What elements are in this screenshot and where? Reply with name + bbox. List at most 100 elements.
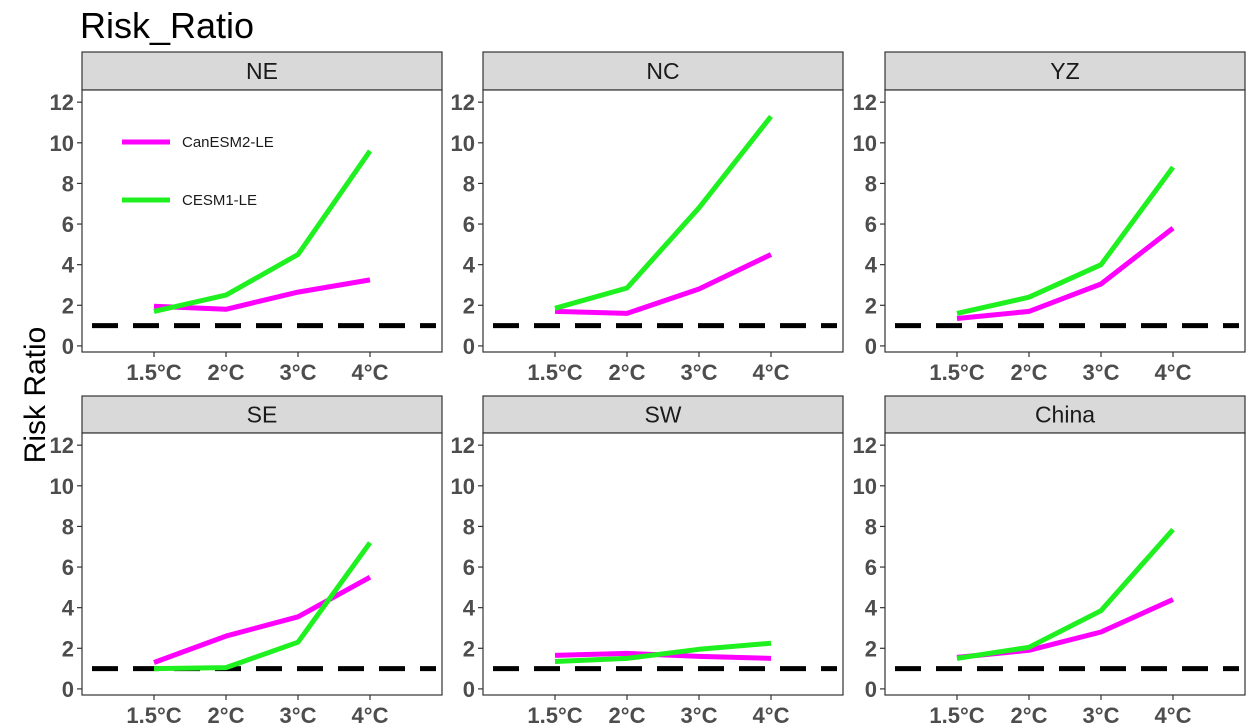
y-tick-label: 0 <box>62 677 74 702</box>
panel-strip <box>81 51 443 91</box>
series-line-cesm1-le <box>956 165 1176 316</box>
x-tick-label: 3°C <box>280 360 317 385</box>
series-line-cesm1-le <box>554 114 773 311</box>
panel-strip <box>81 395 443 434</box>
panel-ne: NE 0 2 4 6 8 10 12 1.5°C 2°C 3°C 4°C CanESM2-LE CESM1… <box>50 51 443 385</box>
x-tick-label: 4°C <box>1155 703 1192 724</box>
y-tick-label: 12 <box>451 90 475 115</box>
x-tick-label: 3°C <box>681 360 718 385</box>
x-tick-label: 3°C <box>1083 360 1120 385</box>
y-tick-label: 12 <box>451 433 475 458</box>
y-tick-label: 8 <box>865 171 877 196</box>
y-tick-label: 4 <box>865 596 878 621</box>
panel-yz: YZ 0 2 4 6 8 10 12 1.5°C 2°C 3°C 4°C <box>853 51 1246 385</box>
y-tick-label: 10 <box>451 131 475 156</box>
y-axis-label: Risk Ratio <box>19 327 52 464</box>
y-tick-label: 2 <box>865 293 877 318</box>
y-tick-label: 2 <box>62 636 74 661</box>
y-tick-label: 2 <box>62 293 74 318</box>
y-tick-label: 6 <box>865 212 877 237</box>
y-tick-label: 8 <box>463 171 475 196</box>
x-tick-label: 2°C <box>208 703 245 724</box>
y-tick-label: 8 <box>62 171 74 196</box>
y-tick-label: 10 <box>451 474 475 499</box>
x-tick-label: 1.5°C <box>929 360 984 385</box>
x-tick-label: 2°C <box>1011 703 1048 724</box>
x-tick-label: 3°C <box>681 703 718 724</box>
panel-china: China 0 2 4 6 8 10 12 1.5°C 2°C 3°C 4°C <box>853 395 1246 724</box>
legend-label: CanESM2-LE <box>182 134 274 151</box>
panel-frame <box>884 89 1246 353</box>
y-tick-label: 10 <box>50 131 74 156</box>
panel-frame <box>884 432 1246 696</box>
panel-se: SE 0 2 4 6 8 10 12 1.5°C 2°C 3°C 4°C <box>50 395 443 724</box>
y-tick-label: 6 <box>62 555 74 580</box>
y-tick-label: 12 <box>50 90 74 115</box>
panel-nc: NC 0 2 4 6 8 10 12 1.5°C 2°C 3°C 4°C <box>451 51 844 385</box>
x-tick-label: 1.5°C <box>126 703 181 724</box>
panel-strip-label: NE <box>246 58 278 84</box>
x-tick-label: 4°C <box>753 703 790 724</box>
y-tick-label: 4 <box>463 253 476 278</box>
panel-frame <box>81 89 443 353</box>
legend-label: CESM1-LE <box>182 192 257 209</box>
y-tick-label: 0 <box>865 677 877 702</box>
panel-strip-label: SE <box>247 402 278 428</box>
x-tick-label: 4°C <box>753 360 790 385</box>
x-tick-label: 4°C <box>1155 360 1192 385</box>
y-tick-label: 2 <box>865 636 877 661</box>
x-tick-label: 2°C <box>609 703 646 724</box>
y-tick-label: 4 <box>62 596 75 621</box>
panel-strip-label: SW <box>644 402 681 428</box>
y-tick-label: 0 <box>62 334 74 359</box>
y-tick-label: 2 <box>463 293 475 318</box>
series-line-canesm2-le <box>956 226 1175 321</box>
series-line-canesm2-le <box>153 277 371 312</box>
x-tick-label: 1.5°C <box>527 703 582 724</box>
x-tick-label: 4°C <box>352 703 389 724</box>
y-tick-label: 4 <box>865 253 878 278</box>
y-tick-label: 0 <box>463 334 475 359</box>
panel-strip <box>884 51 1246 91</box>
panel-frame <box>482 89 844 353</box>
panel-sw: SW 0 2 4 6 8 10 12 1.5°C 2°C 3°C 4°C <box>451 395 844 724</box>
x-tick-label: 2°C <box>609 360 646 385</box>
y-tick-label: 8 <box>865 514 877 539</box>
y-tick-label: 12 <box>853 433 877 458</box>
x-tick-label: 2°C <box>208 360 245 385</box>
series-line-cesm1-le <box>153 149 373 314</box>
panel-strip <box>482 51 844 91</box>
y-tick-label: 12 <box>50 433 74 458</box>
series-line-canesm2-le <box>153 575 372 665</box>
x-tick-label: 3°C <box>1083 703 1120 724</box>
series-line-canesm2-le <box>554 252 773 316</box>
series-line-cesm1-le <box>554 640 772 664</box>
y-tick-label: 2 <box>463 636 475 661</box>
panels-grid: NE 0 2 4 6 8 10 12 1.5°C 2°C 3°C 4°C CanESM2-LE CESM1… <box>50 51 1246 724</box>
x-tick-label: 1.5°C <box>527 360 582 385</box>
x-tick-label: 1.5°C <box>929 703 984 724</box>
y-tick-label: 10 <box>853 474 877 499</box>
y-tick-label: 8 <box>463 514 475 539</box>
y-tick-label: 8 <box>62 514 74 539</box>
y-tick-label: 4 <box>463 596 476 621</box>
y-tick-label: 6 <box>463 212 475 237</box>
y-tick-label: 12 <box>853 90 877 115</box>
series-line-cesm1-le <box>956 527 1175 661</box>
panel-frame <box>81 432 443 696</box>
legend: CanESM2-LE CESM1-LE <box>122 134 274 209</box>
panel-strip-label: NC <box>646 58 679 84</box>
panel-strip <box>482 395 844 434</box>
y-tick-label: 6 <box>463 555 475 580</box>
y-tick-label: 0 <box>865 334 877 359</box>
y-tick-label: 6 <box>62 212 74 237</box>
x-tick-label: 2°C <box>1011 360 1048 385</box>
y-tick-label: 0 <box>463 677 475 702</box>
x-tick-label: 1.5°C <box>126 360 181 385</box>
y-tick-label: 10 <box>853 131 877 156</box>
x-tick-label: 3°C <box>280 703 317 724</box>
figure-title: Risk_Ratio <box>80 5 254 46</box>
y-tick-label: 10 <box>50 474 74 499</box>
series-line-cesm1-le <box>153 541 373 672</box>
